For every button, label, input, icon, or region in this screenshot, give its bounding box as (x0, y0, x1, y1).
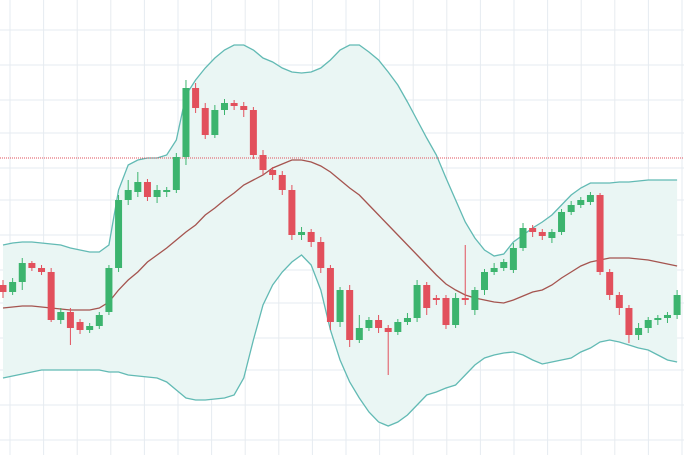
candle-body (481, 272, 488, 290)
candle-body (509, 248, 517, 270)
candle-body (461, 298, 469, 300)
candle-body (567, 205, 575, 212)
candle-body (317, 242, 325, 268)
candle-body (548, 232, 556, 238)
candle-body (432, 298, 440, 300)
candle-body (278, 175, 286, 190)
candle-body (336, 290, 344, 322)
band-fill (3, 45, 678, 426)
lower-band (2, 254, 678, 427)
candle-body (143, 182, 151, 197)
candle-body (249, 110, 257, 155)
candle-body (558, 212, 566, 232)
candle-body (134, 182, 142, 192)
candle-body (577, 200, 585, 205)
candle-body (423, 285, 431, 308)
candle-body (57, 312, 65, 320)
candle-body (538, 232, 546, 236)
candle-body (298, 232, 306, 235)
candle-body (124, 190, 132, 200)
candle-body (519, 228, 527, 248)
candle-body (0, 285, 7, 292)
candle-body (644, 320, 652, 328)
candle-body (28, 263, 36, 268)
candle-body (442, 298, 450, 325)
candle-body (529, 228, 537, 232)
candle-body (654, 318, 662, 320)
candle-body (240, 106, 248, 110)
candle-body (394, 322, 402, 332)
candle-body (288, 190, 296, 235)
middle-band (2, 159, 678, 311)
candle-body (66, 312, 74, 328)
candle-body (259, 155, 267, 170)
candle-body (201, 108, 209, 135)
candle-body (192, 88, 200, 108)
candle-body (47, 272, 55, 320)
candle-body (355, 328, 363, 340)
candle-body (663, 315, 671, 318)
candle-body (500, 262, 508, 268)
candle-body (86, 326, 94, 330)
candle-body (490, 268, 498, 272)
candle-body (615, 295, 623, 308)
candle-body (596, 195, 604, 272)
candle-body (307, 232, 315, 242)
candle-body (625, 308, 633, 335)
candle-body (38, 268, 46, 272)
candle-body (384, 328, 392, 332)
candle-body (673, 295, 681, 315)
candle-body (76, 322, 84, 330)
candle-body (153, 190, 161, 197)
candle-body (471, 290, 479, 310)
candle-body (211, 110, 219, 135)
candle-body (413, 285, 421, 318)
candle-body (172, 157, 180, 190)
candle-body (375, 320, 383, 328)
candle-body (163, 190, 171, 192)
candle-body (365, 320, 373, 328)
candle-body (269, 170, 277, 175)
candle-body (606, 272, 614, 295)
candle-body (230, 103, 238, 106)
candle-body (18, 263, 26, 282)
candle-body (182, 88, 190, 157)
candle-body (635, 328, 643, 335)
candle-body (95, 315, 103, 326)
candle-body (9, 282, 17, 292)
candle-body (115, 200, 123, 268)
candle-body (105, 268, 113, 312)
candle-body (326, 268, 334, 322)
candle-body (220, 103, 228, 110)
candle-body (586, 195, 594, 202)
candle-body (403, 318, 411, 322)
candle-body (452, 298, 460, 325)
candle-body (346, 290, 354, 340)
